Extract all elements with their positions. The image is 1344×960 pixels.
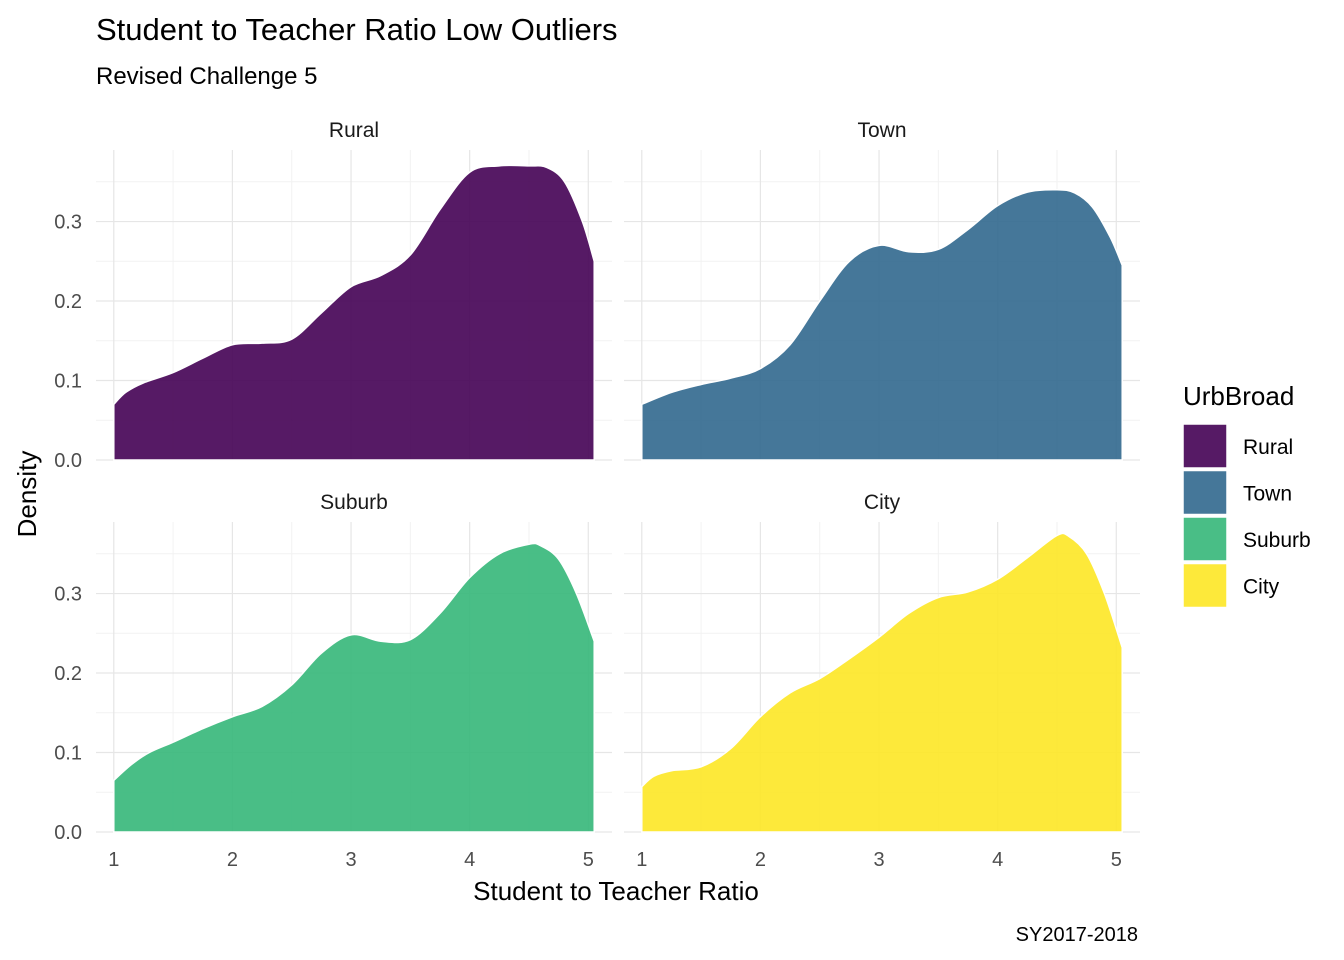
y-tick-label: 0.0 [54,822,82,844]
y-tick-label: 0.3 [54,584,82,606]
panel-suburb: Suburb 0.0 0.1 0.2 0.3 [54,491,612,844]
x-tick-label: 1 [636,849,647,871]
density-area-city [641,532,1123,833]
density-area-suburb [113,542,595,833]
panel-city: City [624,491,1140,833]
panel-rural: Rural 0.0 0.1 0.2 0.3 [54,119,612,472]
density-area-rural [113,164,595,461]
chart-title: Student to Teacher Ratio Low Outliers [96,12,618,47]
legend-label-town: Town [1243,483,1292,506]
legend-swatch-rural [1182,423,1228,469]
x-tick-label: 2 [755,849,766,871]
x-tick-label: 1 [108,849,119,871]
panel-town: Town [624,119,1140,461]
x-tick-label: 5 [583,849,594,871]
x-tick-label: 3 [345,849,356,871]
chart-subtitle: Revised Challenge 5 [96,63,317,90]
x-tick-label: 5 [1111,849,1122,871]
legend-swatch-suburb [1182,516,1228,562]
panel-strip-label: Suburb [320,491,388,514]
legend: Rural Town Suburb City [1182,423,1311,609]
panel-strip-label: Town [857,119,906,142]
legend-swatch-city [1182,562,1228,609]
y-tick-label: 0.1 [54,743,82,765]
x-tick-label: 4 [992,849,1003,871]
y-tick-label: 0.2 [54,663,82,685]
y-tick-label: 0.1 [54,371,82,393]
y-tick-label: 0.2 [54,291,82,313]
x-tick-label: 4 [464,849,475,871]
y-tick-label: 0.0 [54,450,82,472]
x-tick-label: 3 [873,849,884,871]
x-axis-title: Student to Teacher Ratio [473,876,759,906]
legend-label-city: City [1243,576,1280,599]
panels: Rural 0.0 0.1 0.2 0.3 Town Suburb 0.0 0.1 0.2 0.3 C… [54,119,1140,844]
legend-label-rural: Rural [1243,436,1293,459]
chart-caption: SY2017-2018 [1016,924,1138,946]
legend-title: UrbBroad [1183,381,1294,411]
x-tick-label: 2 [227,849,238,871]
panel-strip-label: Rural [329,119,379,142]
legend-label-suburb: Suburb [1243,529,1311,552]
panel-strip-label: City [864,491,901,514]
density-area-town [641,188,1123,461]
x-axis-ticks: 1 2 3 4 5 1 2 3 4 5 [108,849,1122,871]
y-axis-title: Density [12,451,42,538]
legend-swatch-town [1182,469,1228,516]
y-tick-label: 0.3 [54,212,82,234]
